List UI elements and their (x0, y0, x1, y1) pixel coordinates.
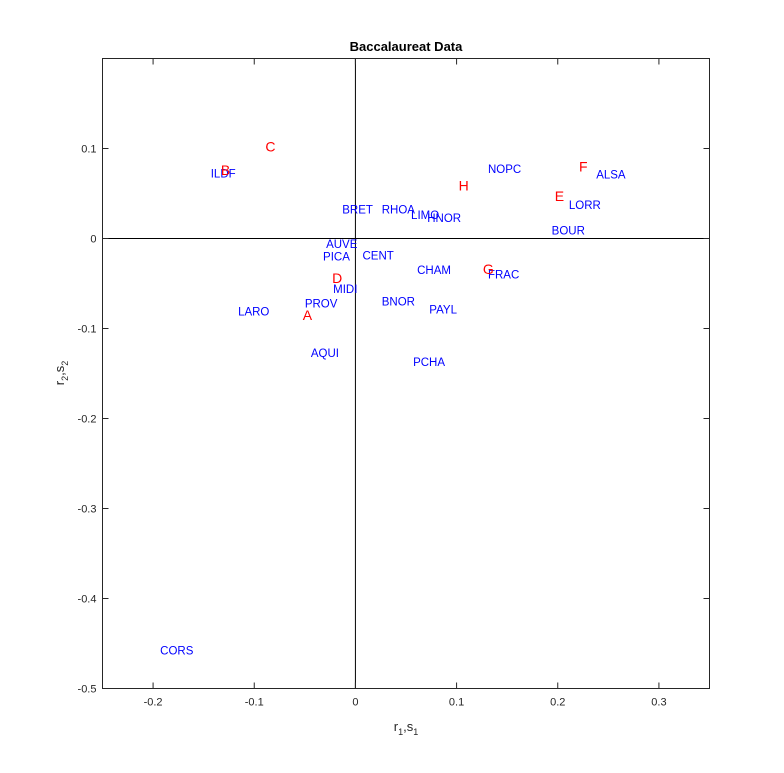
y-axis-label: r2,s2 (52, 361, 70, 386)
row-point-label: NOPC (488, 164, 521, 176)
reference-lines (102, 58, 710, 689)
column-point-label: D (332, 270, 342, 286)
row-point-label: RHOA (382, 205, 416, 217)
x-axis-label-sub1: 1 (398, 727, 403, 737)
x-axis-label-main: r (394, 719, 399, 734)
y-tick-label: -0.1 (78, 324, 97, 336)
y-axis: -0.5 -0.4 -0.3 -0.2 -0.1 0 0.1 (78, 144, 710, 696)
row-point-label: PICA (323, 252, 350, 264)
column-point-label: C (265, 139, 275, 155)
row-point-label: PCHA (413, 357, 445, 369)
column-point-label: G (483, 261, 494, 277)
row-point-label: BRET (342, 205, 373, 217)
column-point-label: H (459, 177, 469, 193)
x-axis-label-sub2: 1 (413, 727, 418, 737)
x-tick-label: -0.2 (144, 697, 163, 709)
row-point-label: CORS (160, 646, 194, 658)
row-point-label: LORR (569, 200, 601, 212)
row-point-label: PAYL (429, 305, 457, 317)
row-point-label: HNOR (427, 213, 461, 225)
column-point-label: A (303, 307, 313, 323)
row-point-label: MIDI (333, 284, 357, 296)
x-tick-label: 0.2 (550, 697, 565, 709)
y-axis-label-main: r (52, 380, 67, 385)
y-tick-label: -0.2 (78, 414, 97, 426)
column-point-label: F (579, 158, 588, 174)
y-tick-label: 0.1 (81, 144, 96, 156)
row-point-label: LIMO (411, 210, 439, 222)
y-axis-label-sub2: 2 (60, 361, 70, 366)
x-tick-label: 0.3 (651, 697, 666, 709)
row-point-label: CENT (362, 251, 393, 263)
x-axis-label-sep: ,s (403, 719, 414, 734)
y-axis-label-sep: ,s (52, 365, 67, 376)
y-tick-label: -0.5 (78, 684, 97, 696)
y-tick-label: -0.4 (78, 594, 97, 606)
x-axis-label: r1,s1 (394, 719, 419, 737)
row-point-label: AQUI (311, 348, 339, 360)
y-tick-label: 0 (90, 234, 96, 246)
x-axis: -0.2 -0.1 0 0.1 0.2 0.3 (144, 58, 667, 709)
row-point-label: ILDF (211, 169, 236, 181)
row-point-label: AUVE (326, 239, 358, 251)
row-point-label: BNOR (382, 297, 415, 309)
column-point-label: E (555, 188, 564, 204)
row-point-label: LARO (238, 306, 269, 318)
y-axis-label-sub1: 2 (60, 376, 70, 381)
x-tick-label: -0.1 (245, 697, 264, 709)
row-point-label: PROV (305, 298, 338, 310)
column-point-label: B (221, 162, 230, 178)
plot-area (102, 58, 710, 689)
y-tick-label: -0.3 (78, 504, 97, 516)
chart-title: Baccalaureat Data (350, 39, 463, 54)
axes-box (102, 58, 710, 689)
row-point-label: CHAM (417, 265, 451, 277)
x-tick-label: 0.1 (449, 697, 464, 709)
row-point-label: FRAC (488, 270, 519, 282)
x-tick-label: 0 (352, 697, 358, 709)
row-point-label: BOUR (552, 225, 585, 237)
row-point-label: ALSA (596, 170, 626, 182)
